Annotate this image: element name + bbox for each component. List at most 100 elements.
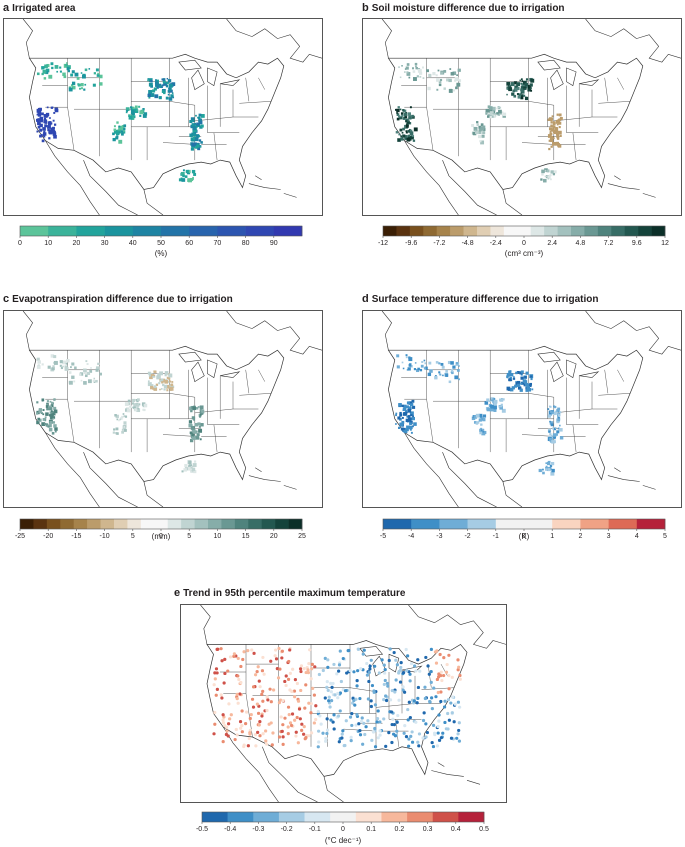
map-cell	[479, 140, 482, 143]
coastline	[442, 451, 497, 507]
station-point	[242, 744, 246, 749]
map-cell	[443, 69, 447, 73]
map-cell	[489, 111, 494, 116]
map-cell	[559, 424, 561, 427]
map-cell	[554, 426, 557, 429]
station-point	[444, 670, 449, 674]
map-cell	[47, 365, 51, 369]
station-point	[363, 732, 367, 737]
station-point	[213, 722, 217, 726]
colorbar-e-swatch	[407, 812, 434, 822]
colorbar-e-svg: -0.5 -0.4 -0.3 -0.2 -0.1 0 0.1 0.2 0.3 0.4 0.5	[196, 811, 489, 833]
map-cell	[83, 368, 87, 373]
map-cell	[188, 420, 193, 424]
station-point	[362, 648, 366, 652]
map-cell	[36, 113, 39, 116]
colorbar-c-swatch	[288, 519, 303, 529]
station-point	[253, 732, 258, 737]
map-cell	[507, 388, 511, 391]
station-point	[298, 667, 303, 671]
map-cell	[478, 413, 483, 418]
map-cell	[70, 366, 72, 369]
map-cell	[168, 380, 172, 383]
station-point	[281, 698, 285, 703]
map-cell	[482, 414, 487, 418]
island-coast	[283, 193, 297, 198]
station-point	[310, 662, 314, 666]
map-cell	[411, 67, 415, 70]
map-cell	[51, 366, 55, 371]
map-cell	[551, 468, 555, 473]
map-cell	[475, 413, 480, 418]
station-point	[332, 727, 336, 731]
map-cell	[193, 123, 198, 128]
station-point	[288, 648, 292, 652]
colorbar-c-swatch	[154, 519, 169, 529]
map-cell	[48, 427, 53, 432]
map-cell	[529, 382, 533, 386]
station-point	[325, 731, 329, 736]
map-cell	[476, 121, 479, 124]
station-point	[281, 723, 285, 727]
map-cell	[540, 178, 543, 181]
map-cell	[554, 127, 559, 132]
map-cell	[86, 363, 89, 366]
station-point	[447, 653, 451, 657]
map-cell	[402, 127, 405, 131]
map-cell	[191, 428, 196, 433]
map-cell	[438, 83, 442, 87]
map-cell	[520, 96, 524, 100]
map-cell	[508, 378, 511, 382]
map-cell	[194, 422, 199, 427]
map-cell	[413, 422, 417, 426]
map-cell	[458, 79, 462, 82]
map-cell	[99, 82, 103, 86]
colorbar-d-swatch	[439, 519, 468, 529]
map-cell	[192, 128, 197, 133]
map-cell	[79, 373, 82, 376]
map-cell	[52, 421, 56, 424]
colorbar-e-tick-label: 0.5	[479, 826, 489, 833]
map-cell	[448, 380, 452, 384]
station-point	[309, 711, 313, 715]
map-cell	[87, 379, 92, 384]
map-cell	[150, 384, 154, 387]
station-point	[437, 713, 441, 717]
map-cell	[548, 430, 551, 433]
map-cell	[162, 383, 165, 387]
map-cell	[405, 120, 408, 123]
station-point	[240, 730, 244, 734]
station-point	[239, 726, 243, 730]
map-cell	[41, 398, 45, 402]
station-point	[296, 699, 301, 703]
station-point	[356, 647, 361, 651]
basemap	[200, 605, 506, 802]
station-point	[368, 667, 372, 671]
map-cell	[549, 130, 552, 133]
colorbar-b-tick-label: 9.6	[632, 240, 642, 247]
state-border	[213, 424, 218, 453]
map-cell	[402, 427, 406, 432]
station-point	[221, 721, 226, 725]
map-cell	[193, 435, 197, 439]
station-point	[236, 701, 240, 705]
map-cell	[126, 109, 129, 112]
station-point	[293, 677, 298, 682]
basemap	[381, 311, 681, 507]
map-cell	[158, 83, 162, 87]
colorbar-c-tick-label: 10	[214, 533, 222, 540]
map-cell	[407, 415, 411, 418]
island-coast	[255, 175, 262, 180]
map-cell	[415, 65, 417, 68]
state-border	[521, 142, 554, 145]
map-cell	[408, 121, 412, 125]
map-cell	[407, 129, 411, 133]
colorbar-b-tick-label: 0	[522, 240, 526, 247]
map-cell	[550, 436, 554, 440]
map-cell	[488, 106, 493, 110]
coastline	[223, 726, 279, 802]
station-point	[248, 728, 252, 732]
map-cell	[489, 115, 492, 119]
station-point	[446, 727, 450, 731]
colorbar-c-tick-label: 20	[270, 533, 278, 540]
